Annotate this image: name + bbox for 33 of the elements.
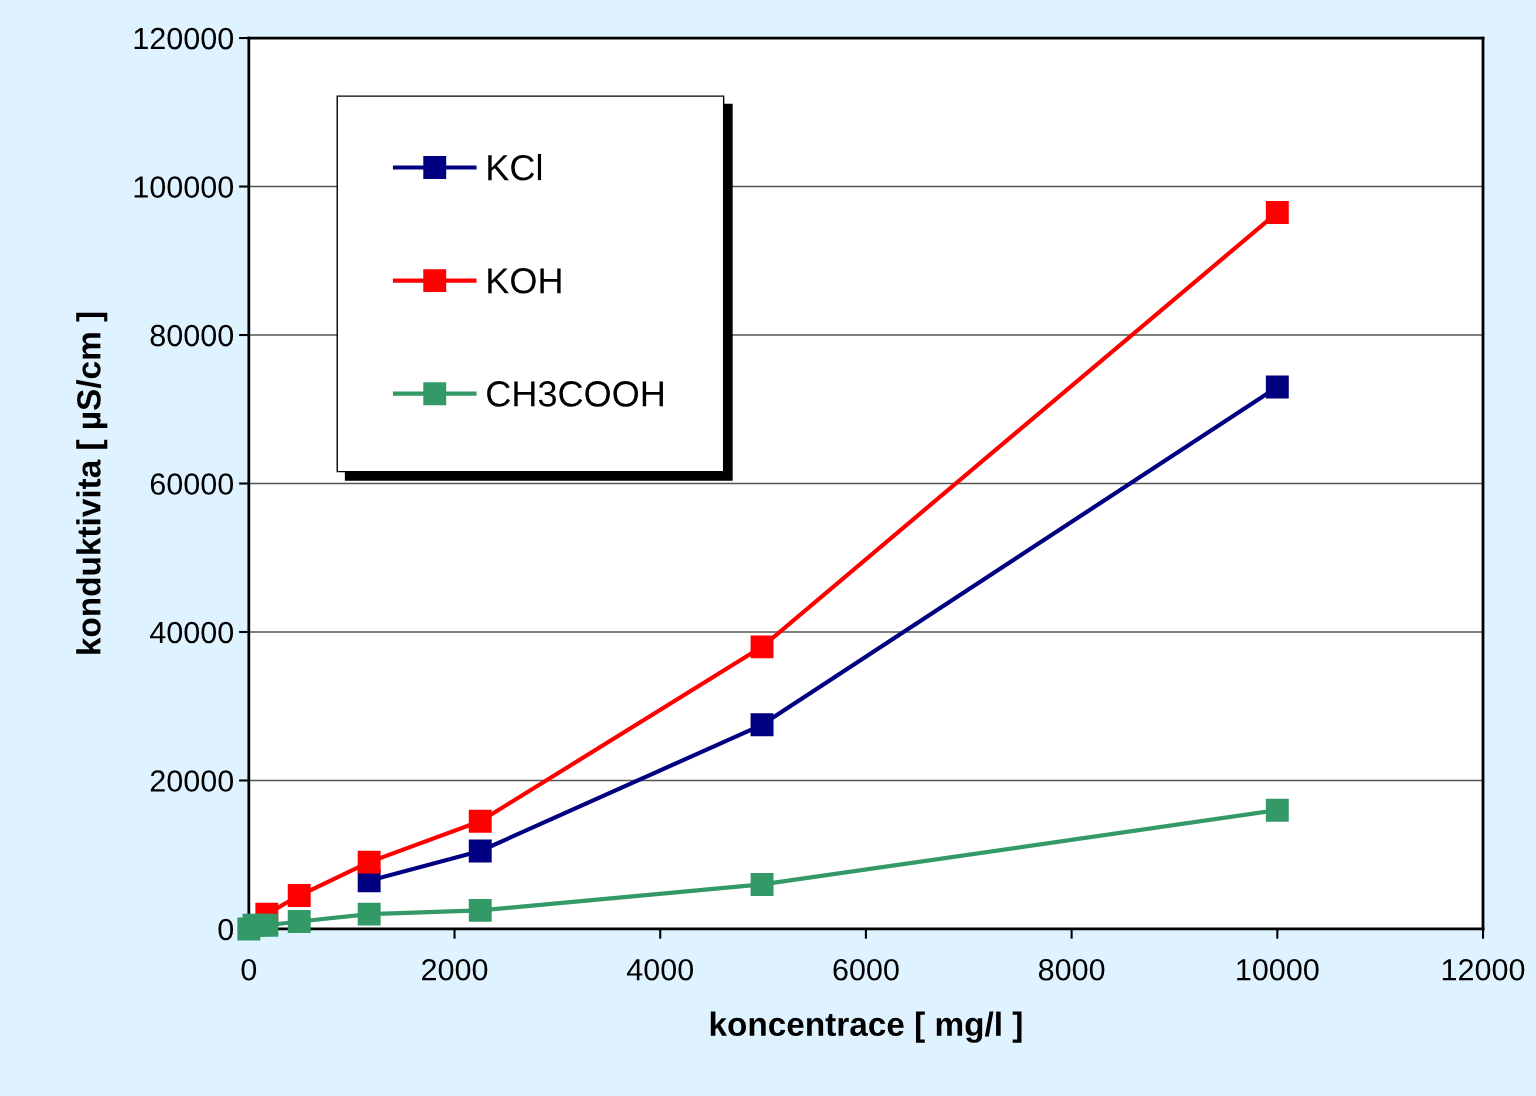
point [1265,375,1289,399]
y-tick-label: 100000 [134,176,234,198]
y-tick-label: 0 [218,918,234,941]
x-axis-title: koncentrace [ mg/l ] [710,1011,1022,1043]
y-tick-label: 80000 [150,324,234,347]
y-tick-label: 40000 [149,621,234,644]
point [287,884,311,908]
legend-label: KOH [488,268,561,294]
x-tick-label: 10000 [1237,958,1319,981]
x-tick-label: 8000 [1038,958,1105,981]
point [468,809,492,833]
x-tick-label: 12000 [1442,958,1525,981]
point [1265,798,1289,822]
y-tick-label: 20000 [150,770,234,792]
x-tick-label: 2000 [422,958,488,981]
point [357,850,381,874]
point [1265,201,1289,224]
point [750,713,774,737]
point [287,910,311,933]
x-tick-label: 6000 [833,958,899,981]
point [750,872,774,896]
y-tick-label: 60000 [150,473,234,495]
x-tick-label: 0 [241,958,257,981]
y-axis-title: konduktivita [ µS/cm ] [76,312,108,654]
point [468,839,492,863]
legend-label: KCl [488,153,542,181]
point [750,635,774,659]
point [357,902,381,926]
y-tick-label: 120000 [134,27,234,50]
point [255,913,279,937]
point [468,898,492,922]
x-tick-label: 4000 [626,958,694,981]
legend-label: CH3COOH [487,381,663,407]
